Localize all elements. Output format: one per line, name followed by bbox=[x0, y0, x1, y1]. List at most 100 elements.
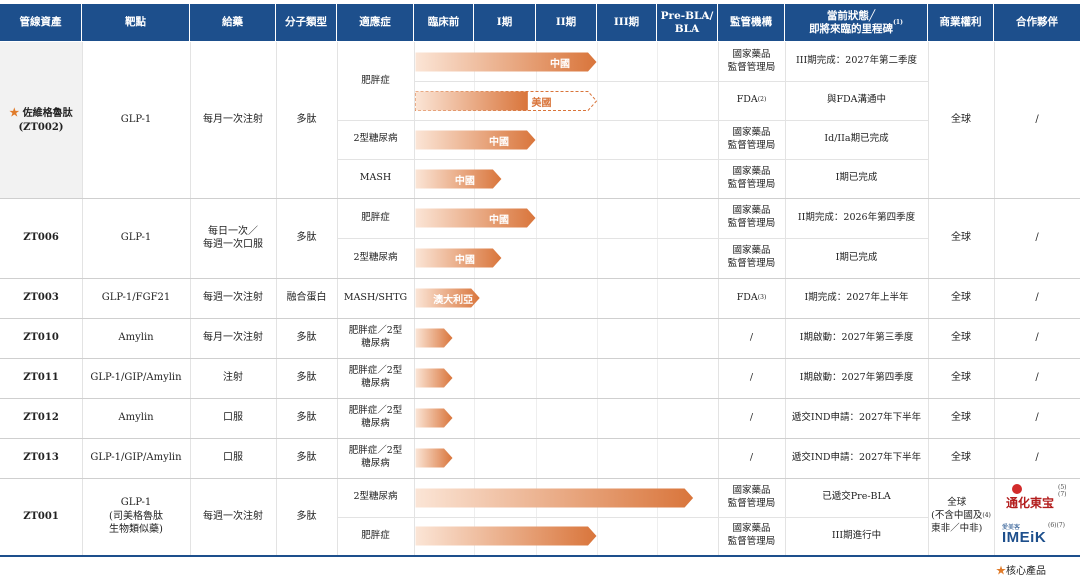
dosing-zt003: 每週一次注射 bbox=[203, 292, 263, 304]
progress-bar-shape bbox=[415, 288, 480, 308]
header-asset: 管線資產 bbox=[0, 4, 82, 41]
indication-cell: 肥胖症／2型 糖尿病 bbox=[348, 445, 403, 469]
regulator-text: / bbox=[749, 451, 754, 463]
rights-zt013: 全球 bbox=[951, 452, 971, 464]
indication-cell: 肥胖症 bbox=[361, 74, 390, 86]
header-dosing: 給藥 bbox=[190, 4, 276, 41]
regulator-text: FDA bbox=[736, 94, 758, 106]
rights-zt011: 全球 bbox=[951, 372, 971, 384]
dosing-zt012: 口服 bbox=[223, 412, 243, 424]
group-sep bbox=[0, 198, 1080, 199]
header-preclinical: 臨床前 bbox=[414, 4, 474, 41]
tonghua-logo-icon bbox=[1012, 484, 1022, 494]
target-zt003: GLP-1/FGF21 bbox=[101, 292, 171, 304]
target-zt013: GLP-1/GIP/Amylin bbox=[90, 452, 182, 464]
row-sep bbox=[337, 238, 928, 239]
progress-bar-shape bbox=[415, 52, 597, 71]
regulator-cell: 國家藥品 監督管理局 bbox=[718, 159, 785, 198]
status-cell: II期完成：2026年第四季度 bbox=[797, 211, 916, 223]
dosing-zt006: 每日一次／ 每週一次口服 bbox=[203, 225, 263, 251]
regulator-text: / bbox=[749, 331, 754, 343]
dosing-zt011: 注射 bbox=[223, 372, 243, 384]
rights-zt001-text: 全球 (不含中國及 東非／中非) bbox=[931, 497, 983, 534]
rights-zt006: 全球 bbox=[951, 232, 971, 244]
asset-zt013: ZT013 bbox=[23, 452, 59, 464]
bar-label: 中國 bbox=[489, 136, 509, 148]
table-bottom-rule bbox=[0, 555, 1080, 557]
status-cell: 與FDA溝通中 bbox=[826, 94, 887, 106]
group-sep bbox=[0, 438, 1080, 439]
bar-label: 中國 bbox=[550, 58, 570, 70]
header-molecule: 分子類型 bbox=[276, 4, 337, 41]
progress-bar bbox=[415, 208, 536, 228]
col-sep bbox=[337, 42, 338, 556]
group-sep bbox=[0, 478, 1080, 479]
rights-zt001-note: (4) bbox=[982, 512, 991, 520]
target-zt002: GLP-1 bbox=[120, 114, 152, 126]
regulator-cell: 國家藥品 監督管理局 bbox=[718, 120, 785, 159]
asset-zt011: ZT011 bbox=[23, 372, 59, 384]
indication-cell: 肥胖症 bbox=[361, 529, 390, 541]
progress-bar-shape bbox=[415, 526, 597, 546]
regulator-cell: / bbox=[718, 438, 785, 478]
progress-bar bbox=[415, 408, 453, 428]
progress-bar-shape bbox=[415, 368, 453, 388]
asset-zt010: ZT010 bbox=[23, 332, 59, 344]
grid-line bbox=[597, 42, 598, 556]
status-cell: 已遞交Pre-BLA bbox=[822, 491, 891, 503]
dosing-zt013: 口服 bbox=[223, 452, 243, 464]
header-status-text: 當前狀態╱ 即將來臨的里程碑 bbox=[809, 9, 894, 35]
header-rights: 商業權利 bbox=[928, 4, 994, 41]
regulator-cell: / bbox=[718, 358, 785, 398]
legend: ★核心產品 bbox=[996, 562, 1080, 577]
status-cell: I期完成：2027年上半年 bbox=[804, 291, 909, 303]
status-cell: III期進行中 bbox=[831, 529, 882, 541]
regulator-text: / bbox=[749, 371, 754, 383]
partner-imeik-logo: 愛美客 IMEiK (6)(7) bbox=[1002, 522, 1074, 550]
header-prebla: Pre-BLA/ BLA bbox=[657, 4, 718, 41]
molecule-zt012: 多肽 bbox=[296, 412, 317, 424]
progress-bar bbox=[415, 169, 502, 188]
progress-bar bbox=[415, 328, 453, 348]
regulator-text: 國家藥品 監督管理局 bbox=[727, 126, 776, 151]
row-sep bbox=[337, 517, 928, 518]
partner-zt002: / bbox=[1035, 114, 1039, 126]
regulator-note: (3) bbox=[757, 293, 767, 301]
progress-bar-shape bbox=[415, 130, 536, 149]
col-sep bbox=[928, 42, 929, 556]
progress-bar bbox=[415, 90, 597, 111]
grid-line bbox=[657, 42, 658, 556]
progress-bar bbox=[415, 52, 597, 71]
target-zt012: Amylin bbox=[118, 412, 154, 424]
header-phase1: I期 bbox=[474, 4, 536, 41]
progress-bar-fill bbox=[415, 91, 528, 110]
col-sep bbox=[994, 42, 995, 556]
partner-zt013: / bbox=[1035, 452, 1039, 464]
status-cell: Id/IIa期已完成 bbox=[824, 133, 889, 145]
indication-cell: 2型糖尿病 bbox=[353, 491, 398, 503]
status-cell: I期已完成 bbox=[835, 172, 878, 184]
partner-imeik-sub: 愛美客 bbox=[1002, 524, 1021, 531]
row-sep bbox=[337, 159, 928, 160]
target-zt006: GLP-1 bbox=[120, 232, 152, 244]
regulator-cell: 國家藥品 監督管理局 bbox=[718, 198, 785, 238]
regulator-text: FDA bbox=[736, 291, 758, 303]
partner-zt012: / bbox=[1035, 412, 1039, 424]
status-cell: I期啟動：2027年第四季度 bbox=[799, 371, 914, 383]
grid-line bbox=[536, 42, 537, 556]
regulator-text: 國家藥品 監督管理局 bbox=[727, 165, 776, 190]
partner-imeik-name: IMEiK bbox=[1002, 529, 1047, 546]
progress-bar bbox=[415, 526, 597, 546]
group-sep bbox=[0, 358, 1080, 359]
regulator-cell: FDA (3) bbox=[718, 278, 785, 318]
col-sep bbox=[190, 42, 191, 556]
group-sep bbox=[0, 318, 1080, 319]
bar-label: 美國 bbox=[531, 97, 552, 109]
progress-bar-shape bbox=[415, 169, 502, 188]
asset-zt002-code: (ZT002) bbox=[18, 121, 64, 133]
partner-zt001: 通化東宝 (5)(7) 愛美客 IMEiK (6)(7) bbox=[994, 478, 1080, 555]
target-zt010: Amylin bbox=[118, 332, 154, 344]
asset-zt002: ★ 佐維格魯肽 (ZT002) bbox=[0, 42, 82, 198]
target-zt001: GLP-1 (司美格魯肽 生物類似藥) bbox=[109, 497, 163, 536]
row-sep bbox=[718, 81, 928, 82]
